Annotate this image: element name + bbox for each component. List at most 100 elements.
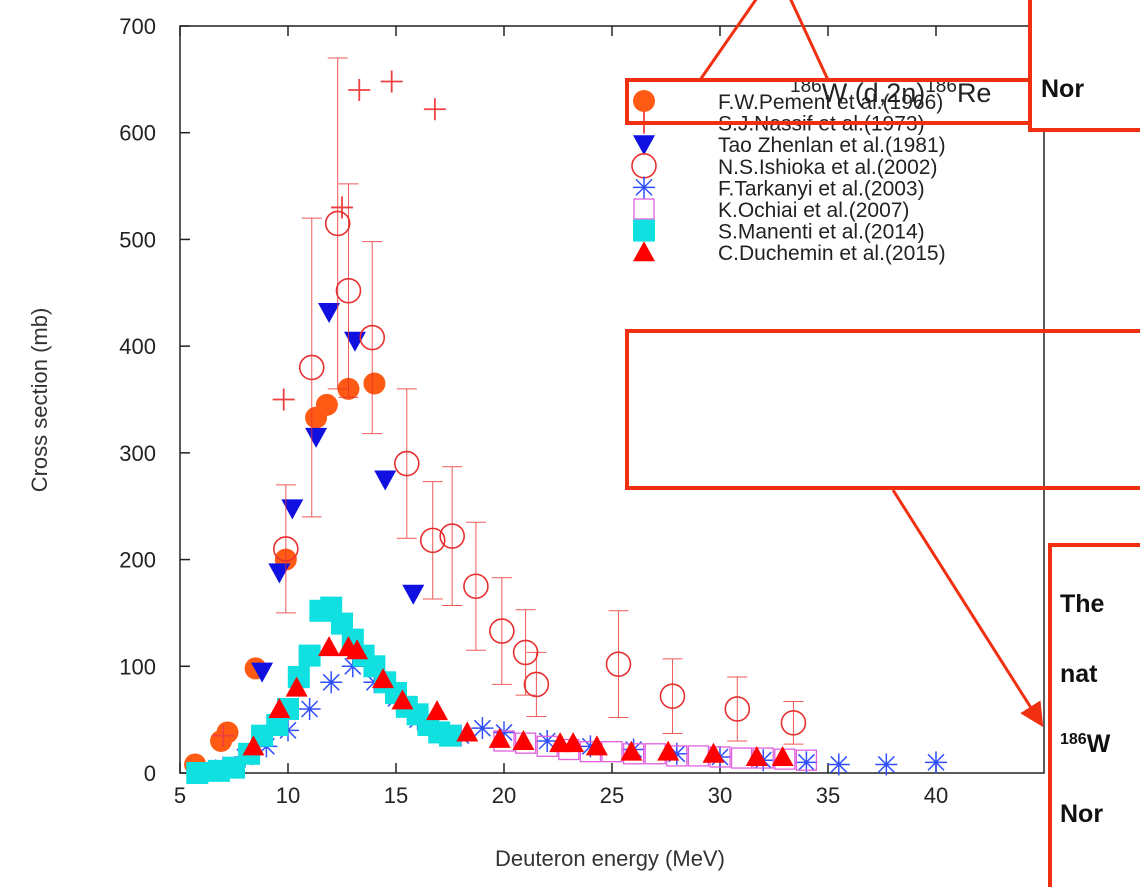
callout-arrow <box>891 489 1044 728</box>
legend-marker <box>633 176 655 199</box>
point <box>324 210 351 237</box>
point <box>363 372 386 395</box>
series <box>242 636 794 766</box>
error-bar <box>338 183 359 398</box>
legend-text: K.Ochiai et al.(2007) <box>718 199 909 222</box>
callout-line <box>789 0 830 81</box>
x-tick-label: 10 <box>276 783 300 808</box>
error-bar <box>422 481 443 600</box>
note-sup: 186 <box>1060 731 1087 748</box>
point <box>343 331 366 352</box>
point <box>318 636 341 657</box>
point <box>471 717 494 740</box>
series <box>273 57 807 745</box>
x-tick-label: 5 <box>174 783 186 808</box>
x-tick-label: 40 <box>924 783 948 808</box>
legend-text: F.Tarkanyi et al.(2003) <box>718 177 925 200</box>
legend-text: N.S.Ishioka et al.(2002) <box>718 156 937 179</box>
note-text: The <box>1060 590 1105 618</box>
point <box>795 751 818 774</box>
x-tick-label: 15 <box>384 783 408 808</box>
point <box>242 735 265 756</box>
point <box>702 742 725 763</box>
title-text: Re <box>957 78 992 108</box>
x-tick-label: 25 <box>600 783 624 808</box>
point <box>659 683 686 709</box>
point <box>186 762 209 784</box>
error-bar <box>442 466 463 606</box>
point <box>724 696 751 722</box>
point <box>562 732 585 753</box>
highlight-box <box>625 329 1140 490</box>
y-tick-label: 200 <box>119 548 156 573</box>
point <box>391 689 414 710</box>
note-text: Nor <box>1041 75 1084 103</box>
legend-marker <box>633 219 655 242</box>
note-text: Nor <box>1060 800 1103 828</box>
note-text: nat <box>1060 660 1098 688</box>
note-box <box>1048 543 1140 887</box>
series <box>251 302 425 683</box>
point <box>320 671 343 694</box>
point <box>348 79 371 102</box>
legend-marker <box>633 198 655 220</box>
legend-marker <box>633 135 655 156</box>
callout-line <box>698 0 758 81</box>
point <box>439 724 461 747</box>
point <box>657 740 680 761</box>
point <box>216 721 239 744</box>
error-bar <box>362 241 383 435</box>
error-bar <box>396 388 417 539</box>
point <box>212 724 235 747</box>
error-bar <box>465 521 486 651</box>
point <box>298 354 325 381</box>
point <box>380 70 403 93</box>
legend-text: S.Manenti et al.(2014) <box>718 221 925 244</box>
error-bar <box>783 701 804 745</box>
y-tick-label: 700 <box>119 14 156 39</box>
point <box>273 536 299 562</box>
legend-marker <box>633 90 655 112</box>
point <box>665 742 688 765</box>
point <box>774 748 796 770</box>
point <box>622 743 645 765</box>
point <box>493 721 515 744</box>
point <box>875 753 898 776</box>
point <box>687 745 710 767</box>
point <box>318 302 341 323</box>
point <box>305 427 328 448</box>
error-bar <box>608 610 629 719</box>
point <box>795 749 818 771</box>
point <box>780 710 807 736</box>
error-bar <box>526 651 547 717</box>
point <box>512 729 535 750</box>
note-box <box>1028 0 1140 132</box>
point <box>514 732 537 754</box>
error-bar <box>662 658 683 735</box>
y-tick-label: 500 <box>119 227 156 252</box>
y-tick-label: 100 <box>119 654 156 679</box>
x-tick-label: 30 <box>708 783 732 808</box>
point <box>268 563 291 584</box>
point <box>372 668 395 689</box>
error-bar <box>327 57 348 390</box>
title-text: W (d,2n) <box>822 78 926 108</box>
error-bar <box>275 484 296 614</box>
point <box>251 662 274 683</box>
legend-text: Tao Zhenlan et al.(1981) <box>718 134 946 157</box>
point <box>579 735 602 758</box>
note-text: nat <box>1060 660 1098 688</box>
point <box>456 721 479 742</box>
legend-text: F.W.Pement et al.(1966) <box>718 91 943 114</box>
point <box>745 745 768 766</box>
point <box>331 196 353 219</box>
point <box>346 639 369 660</box>
point <box>298 697 321 720</box>
error-bar <box>301 217 322 518</box>
note-text: The <box>1060 590 1105 618</box>
point <box>426 700 449 721</box>
point <box>585 735 608 756</box>
